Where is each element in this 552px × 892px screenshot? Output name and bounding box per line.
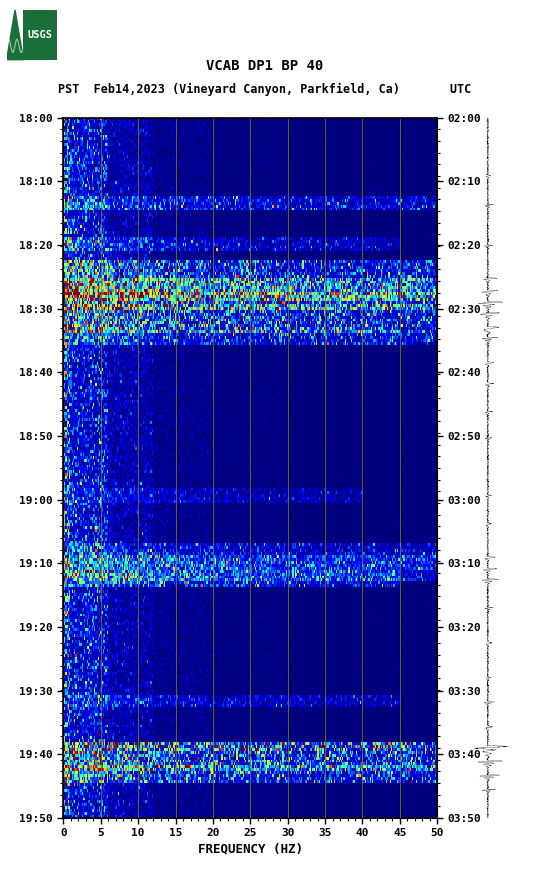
X-axis label: FREQUENCY (HZ): FREQUENCY (HZ) xyxy=(198,843,303,855)
Text: USGS: USGS xyxy=(28,29,53,40)
Bar xyxy=(23,10,57,60)
Polygon shape xyxy=(7,10,23,60)
Text: VCAB DP1 BP 40: VCAB DP1 BP 40 xyxy=(206,59,323,73)
Text: PST  Feb14,2023 (Vineyard Canyon, Parkfield, Ca)       UTC: PST Feb14,2023 (Vineyard Canyon, Parkfie… xyxy=(59,83,471,95)
